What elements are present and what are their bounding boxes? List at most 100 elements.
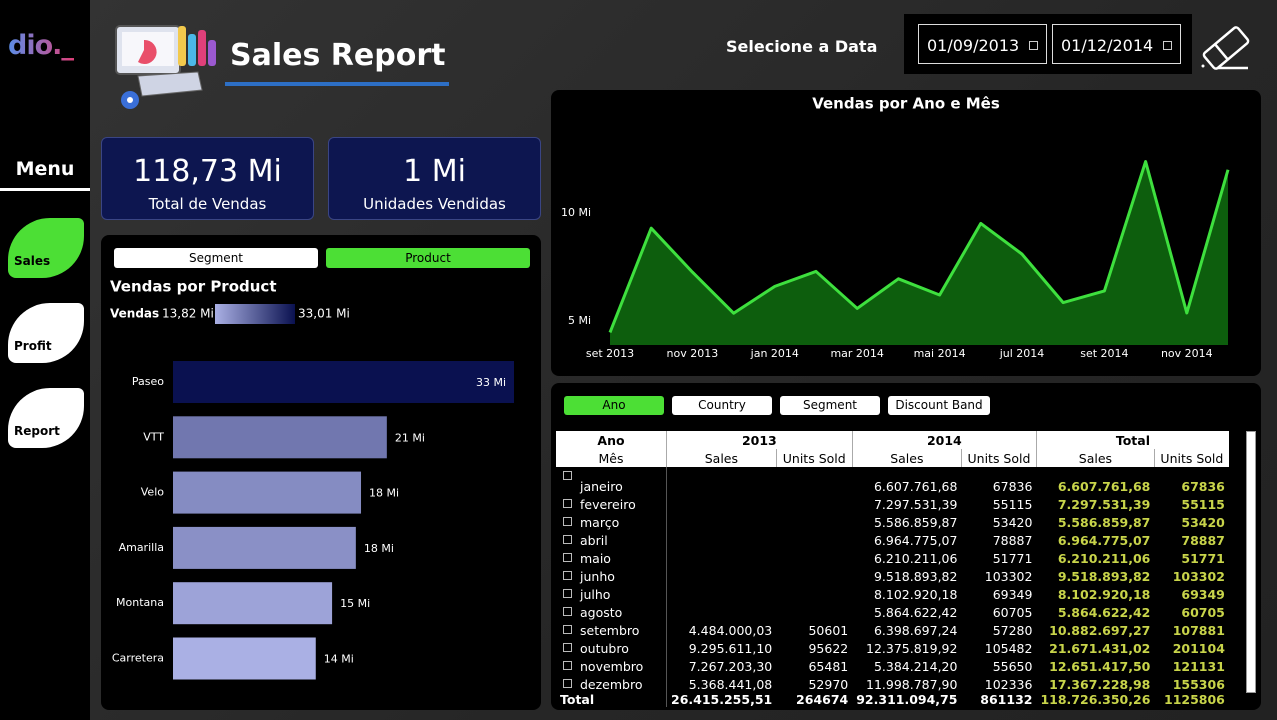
- table-cell: Ano: [556, 431, 667, 449]
- table-cell: 51771: [1181, 550, 1225, 566]
- table-cell: Sales: [666, 449, 777, 467]
- table-cell: 102336: [984, 676, 1033, 692]
- bar-chart: Vendas por Product Vendas 13,82 Mi 33,01 Mi…: [110, 278, 514, 680]
- header-icon: [115, 25, 216, 109]
- table-cell: Units Sold: [960, 449, 1037, 467]
- legend-max: 33,01 Mi: [298, 307, 350, 321]
- table-cell: 118.726.350,26: [1040, 692, 1151, 707]
- table-cell: 17.367.228,98: [1049, 676, 1151, 692]
- filter-button[interactable]: Discount Band: [888, 396, 990, 415]
- table-cell: 121131: [1172, 658, 1225, 674]
- table-cell: fevereiro: [556, 495, 667, 513]
- table-cell: [776, 549, 852, 567]
- value-label: 15 Mi: [340, 597, 370, 610]
- table-cell: [666, 603, 777, 621]
- table-cell: 53420: [992, 514, 1033, 530]
- filter-button[interactable]: Country: [672, 396, 772, 415]
- legend-title: Vendas: [110, 307, 159, 321]
- table-cell: 6.964.775,07: [1057, 532, 1151, 548]
- table-cell: agosto: [556, 603, 667, 621]
- table-cell: setembro: [556, 621, 667, 639]
- date-start[interactable]: 01/09/2013: [918, 24, 1047, 64]
- table-cell: 60705: [992, 604, 1033, 620]
- bar: [173, 582, 333, 625]
- table-cell: abril: [556, 531, 667, 549]
- table-cell: 95622: [808, 640, 849, 656]
- filter-button[interactable]: Segment: [780, 396, 880, 415]
- table-row: dezembro 5.368.441,08 52970 11.998.787,90 10…: [556, 675, 1229, 693]
- filter-button[interactable]: Ano: [564, 396, 664, 415]
- table-cell: 60705: [1181, 604, 1225, 620]
- table-cell: [666, 495, 777, 513]
- table-cell: 1125806: [1164, 692, 1225, 707]
- table-cell: 103302: [1172, 568, 1225, 584]
- table-cell: 65481: [808, 658, 849, 674]
- area: [610, 161, 1228, 345]
- table-cell: [776, 585, 852, 603]
- table-cell: 51771: [992, 550, 1033, 566]
- table-cell: [776, 531, 852, 549]
- table-cell: 69349: [1181, 586, 1225, 602]
- table-cell: 55115: [992, 496, 1033, 512]
- legend-min: 13,82 Mi: [162, 307, 214, 321]
- clear-filter-icon[interactable]: [1198, 22, 1254, 74]
- table-cell: 52970: [808, 676, 849, 692]
- date-label: Selecione a Data: [726, 37, 878, 56]
- table-cell: 9.518.893,82: [873, 568, 958, 584]
- table-cell: 6.607.761,68: [873, 478, 958, 494]
- bar: [173, 471, 362, 514]
- table-cell: 78887: [1181, 532, 1225, 548]
- table-cell: 55115: [1181, 496, 1225, 512]
- chart-title: Vendas por Product: [110, 278, 277, 296]
- table-row: fevereiro 7.297.531,39 55115 7.297.531,39 55…: [556, 495, 1229, 513]
- category-label: Montana: [116, 596, 164, 609]
- table-cell: 861132: [980, 692, 1033, 707]
- table-row: janeiro 6.607.761,68 67836 6.607.761,68 6783…: [556, 467, 1229, 495]
- table-row: abril 6.964.775,07 78887 6.964.775,07 78887: [556, 531, 1229, 549]
- table-cell: 6.210.211,06: [873, 550, 958, 566]
- kpi-card: 1 Mi Unidades Vendidas: [328, 137, 541, 220]
- bar: [173, 416, 387, 459]
- table-cell: 9.518.893,82: [1057, 568, 1151, 584]
- value-label: 14 Mi: [324, 653, 354, 666]
- legend-gradient: [215, 304, 295, 324]
- table-cell: 155306: [1172, 676, 1225, 692]
- table-cell: Units Sold: [775, 449, 853, 467]
- table-cell: 201104: [1172, 640, 1225, 656]
- category-label: VTT: [143, 430, 164, 443]
- table-cell: [666, 531, 777, 549]
- table-row: Total 26.415.255,51 264674 92.311.094,75 861…: [556, 693, 1229, 707]
- report-title: Sales Report: [230, 38, 446, 73]
- scrollbar: [1246, 431, 1256, 693]
- y-tick-label: 5 Mi: [568, 314, 591, 327]
- table-cell: 11.998.787,90: [866, 676, 958, 692]
- x-tick-label: set 2014: [1080, 347, 1128, 360]
- table-cell: 57280: [992, 622, 1033, 638]
- date-end[interactable]: 01/12/2014: [1052, 24, 1181, 64]
- table-row: junho 9.518.893,82 103302 9.518.893,82 10330…: [556, 567, 1229, 585]
- table-row: maio 6.210.211,06 51771 6.210.211,06 51771: [556, 549, 1229, 567]
- table-cell: 2013: [666, 431, 853, 449]
- table-cell: Total: [1035, 431, 1229, 449]
- x-tick-label: jan 2014: [750, 347, 799, 360]
- table-cell: maio: [556, 549, 667, 567]
- table-cell: 5.864.622,42: [873, 604, 958, 620]
- table-cell: 12.375.819,92: [866, 640, 958, 656]
- table-cell: [776, 495, 852, 513]
- table-cell: 12.651.417,50: [1049, 658, 1151, 674]
- title-underline: [225, 82, 449, 86]
- table-cell: 8.102.920,18: [873, 586, 958, 602]
- table-cell: 5.384.214,20: [873, 658, 958, 674]
- toggle-button[interactable]: Segment: [114, 248, 318, 268]
- table-cell: Total: [560, 692, 595, 707]
- table-cell: 6.964.775,07: [873, 532, 958, 548]
- table-cell: 5.586.859,87: [1057, 514, 1151, 530]
- table-cell: 5.368.441,08: [666, 675, 777, 693]
- toggle-button[interactable]: Product: [326, 248, 530, 268]
- x-tick-label: jul 2014: [999, 347, 1045, 360]
- kpi-value: 1 Mi: [403, 154, 466, 189]
- table-cell: 264674: [796, 692, 849, 707]
- table-cell: 6.398.697,24: [873, 622, 958, 638]
- table-cell: 105482: [984, 640, 1033, 656]
